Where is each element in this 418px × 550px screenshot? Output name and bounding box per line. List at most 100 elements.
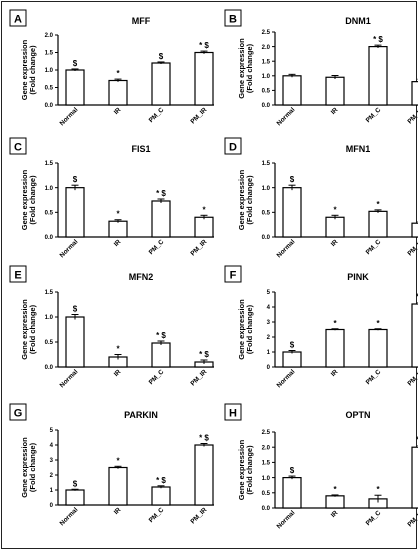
bar <box>151 486 171 506</box>
y-tick-label: 0 <box>267 365 271 371</box>
bar <box>65 69 85 106</box>
y-axis-label-unit: (Fold change) <box>245 175 254 225</box>
significance-marker: * <box>333 485 337 494</box>
x-tick-label: IR <box>113 238 123 248</box>
x-tick-label: Normal <box>276 106 297 127</box>
y-tick-label: 0.5 <box>45 211 54 217</box>
x-tick-label: IR <box>113 506 123 516</box>
x-tick-label: PM_IR <box>189 106 208 125</box>
panel-label: F <box>230 270 237 282</box>
significance-marker: * $ <box>156 331 166 340</box>
chart-panel-f: F PINK Gene expression (Fold change) 0 1 2 3 4 5 $… <box>224 265 418 389</box>
y-axis-label-unit: (Fold change) <box>28 304 37 354</box>
x-tick-label: PM_IR <box>189 238 208 257</box>
significance-marker: * $ <box>416 436 418 445</box>
y-axis-label: Gene expression <box>20 437 29 498</box>
y-tick-label: 2.0 <box>262 445 271 451</box>
y-tick-label: 2.0 <box>45 33 54 39</box>
y-tick-label: 1.5 <box>262 461 271 467</box>
y-axis-label: Gene expression <box>237 169 246 230</box>
x-tick-label: PM_C <box>365 238 383 256</box>
panel-label: C <box>14 142 22 154</box>
chart-panel-h: H OPTN Gene expression (Fold change) 0.0 0.5 1… <box>224 403 418 530</box>
x-tick-label: PM_C <box>365 368 383 386</box>
bar <box>368 328 388 368</box>
y-tick-label: 4 <box>50 443 54 449</box>
panel-label-box <box>224 137 242 155</box>
y-tick-label: 2 <box>50 473 54 479</box>
chart-title: MFN2 <box>129 272 154 282</box>
significance-marker: * <box>376 485 380 494</box>
significance-marker: * $ <box>416 293 418 302</box>
y-tick-label: 0.0 <box>45 103 54 109</box>
y-tick-label: 1 <box>267 350 271 356</box>
bar <box>194 51 214 106</box>
y-tick-label: 1 <box>50 488 54 494</box>
x-tick-label: PM_IR <box>406 238 418 257</box>
y-tick-label: 1.0 <box>262 476 271 482</box>
significance-marker: $ <box>73 479 78 488</box>
y-tick-label: 3 <box>267 320 271 326</box>
significance-marker: * $ <box>199 434 209 443</box>
y-tick-label: 0 <box>50 503 54 509</box>
y-tick-label: 3 <box>50 458 54 464</box>
bar <box>65 187 85 238</box>
bar <box>325 216 345 238</box>
bar <box>282 187 302 238</box>
bar <box>108 79 128 106</box>
significance-marker: $ <box>290 175 295 184</box>
y-axis-label-unit: (Fold change) <box>28 45 37 95</box>
x-tick-label: IR <box>330 368 340 378</box>
bar <box>368 45 388 106</box>
x-tick-label: Normal <box>276 238 297 259</box>
x-tick-label: IR <box>330 106 340 116</box>
significance-marker: * $ <box>199 41 209 50</box>
x-tick-label: PM_C <box>148 506 166 524</box>
x-tick-label: PM_C <box>148 238 166 256</box>
bar <box>325 495 345 509</box>
y-tick-label: 1.5 <box>262 161 271 167</box>
significance-marker: * <box>116 69 120 78</box>
y-axis-label-unit: (Fold change) <box>28 175 37 225</box>
bar <box>411 303 418 368</box>
y-axis-label: Gene expression <box>20 169 29 230</box>
chart-title: DNM1 <box>345 16 371 26</box>
significance-marker: $ <box>73 305 78 314</box>
y-tick-label: 0.0 <box>262 235 271 241</box>
y-tick-label: 5 <box>50 428 54 434</box>
chart-title: FIS1 <box>131 144 150 154</box>
bar <box>65 489 85 506</box>
significance-marker: * <box>333 319 337 328</box>
bar <box>108 466 128 506</box>
x-tick-label: PM_C <box>365 509 383 527</box>
chart-panel-g: G PARKIN Gene expression (Fold change) 0 1 2 3 4… <box>9 403 214 527</box>
chart-title: PINK <box>347 272 369 282</box>
x-tick-label: IR <box>113 106 123 116</box>
significance-marker: * <box>333 205 337 214</box>
x-tick-label: Normal <box>59 368 80 389</box>
panel-label: D <box>229 142 237 154</box>
panel-label: A <box>14 14 22 26</box>
bar <box>325 328 345 368</box>
bar <box>282 351 302 368</box>
y-tick-label: 1.5 <box>45 51 54 57</box>
significance-marker: * <box>376 319 380 328</box>
y-axis-label-unit: (Fold change) <box>245 43 254 93</box>
panel-label-box <box>9 137 27 155</box>
y-axis-label-unit: (Fold change) <box>245 445 254 495</box>
x-tick-label: IR <box>330 238 340 248</box>
y-tick-label: 1.0 <box>45 186 54 192</box>
x-tick-label: IR <box>330 509 340 519</box>
y-axis-label-unit: (Fold change) <box>28 442 37 492</box>
y-tick-label: 1.0 <box>262 186 271 192</box>
chart-panel-c: C FIS1 Gene expression (Fold change) 0.0 0.5 1… <box>9 137 214 259</box>
y-tick-label: 1.0 <box>45 68 54 74</box>
panel-label-box <box>9 9 27 27</box>
y-tick-label: 0.5 <box>262 89 271 95</box>
significance-marker: * $ <box>156 189 166 198</box>
significance-marker: * <box>116 210 120 219</box>
chart-panel-d: D MFN1 Gene expression (Fold change) 0.0 0.5 1… <box>224 137 418 259</box>
x-tick-label: Normal <box>59 506 80 527</box>
y-axis-label-unit: (Fold change) <box>245 304 254 354</box>
